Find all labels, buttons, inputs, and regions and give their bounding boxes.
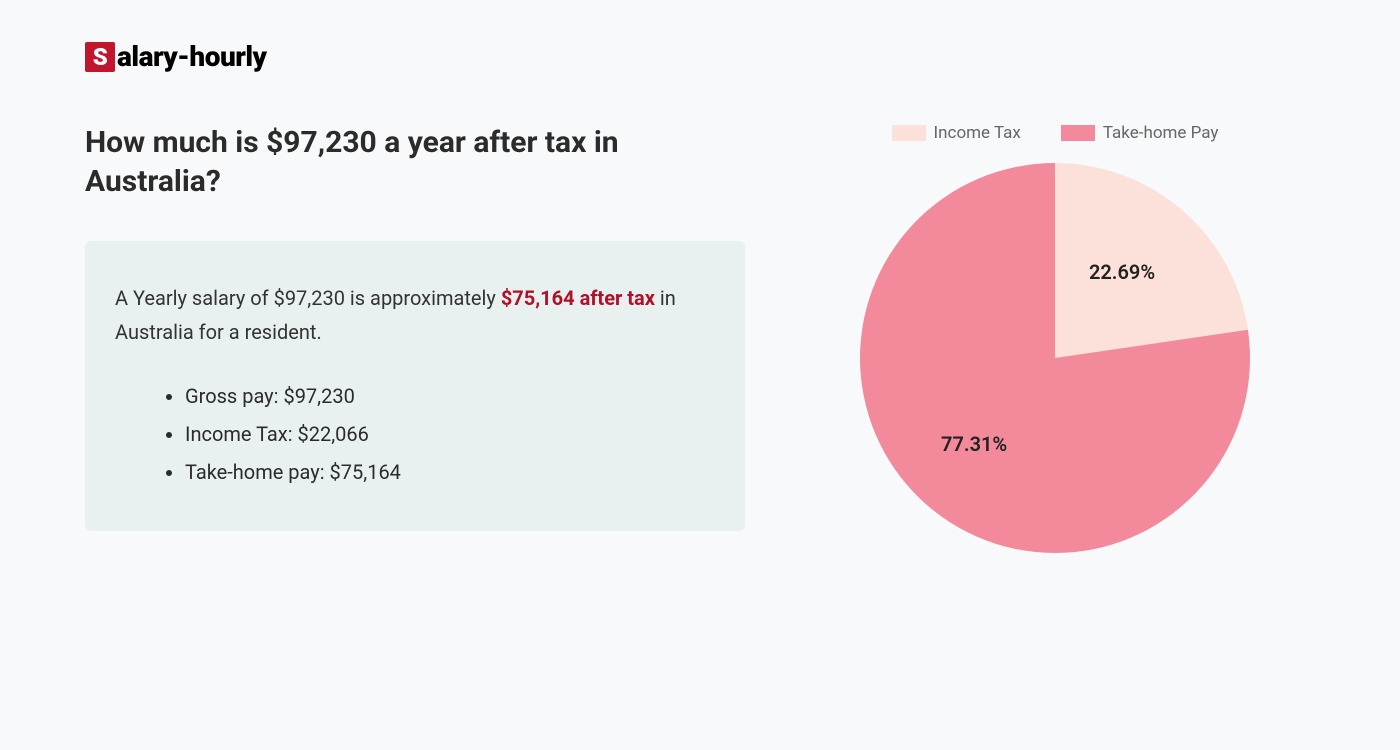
pie-chart: 22.69% 77.31%: [860, 163, 1250, 553]
legend-item-income-tax: Income Tax: [892, 123, 1021, 143]
pie-svg: [860, 163, 1250, 553]
right-column: Income Tax Take-home Pay 22.69% 77.31%: [815, 123, 1295, 553]
pie-label-take-home: 77.31%: [941, 432, 1007, 456]
summary-highlight: $75,164 after tax: [501, 286, 655, 310]
pie-label-income-tax: 22.69%: [1089, 260, 1155, 284]
legend-item-take-home: Take-home Pay: [1061, 123, 1219, 143]
list-item: Income Tax: $22,066: [185, 415, 715, 453]
list-item: Gross pay: $97,230: [185, 377, 715, 415]
legend-label: Take-home Pay: [1103, 123, 1219, 143]
left-column: How much is $97,230 a year after tax in …: [85, 123, 745, 531]
legend-label: Income Tax: [934, 123, 1021, 143]
site-logo: Salary-hourly: [85, 40, 1315, 73]
legend-swatch: [892, 125, 926, 141]
legend-swatch: [1061, 125, 1095, 141]
logo-text: alary-hourly: [117, 40, 267, 73]
summary-text: A Yearly salary of $97,230 is approximat…: [115, 281, 715, 349]
list-item: Take-home pay: $75,164: [185, 453, 715, 491]
summary-box: A Yearly salary of $97,230 is approximat…: [85, 241, 745, 531]
logo-badge: S: [85, 42, 115, 72]
summary-list: Gross pay: $97,230 Income Tax: $22,066 T…: [115, 377, 715, 491]
content-row: How much is $97,230 a year after tax in …: [85, 123, 1315, 553]
summary-pre: A Yearly salary of $97,230 is approximat…: [115, 286, 501, 310]
page-title: How much is $97,230 a year after tax in …: [85, 123, 745, 201]
chart-legend: Income Tax Take-home Pay: [815, 123, 1295, 143]
